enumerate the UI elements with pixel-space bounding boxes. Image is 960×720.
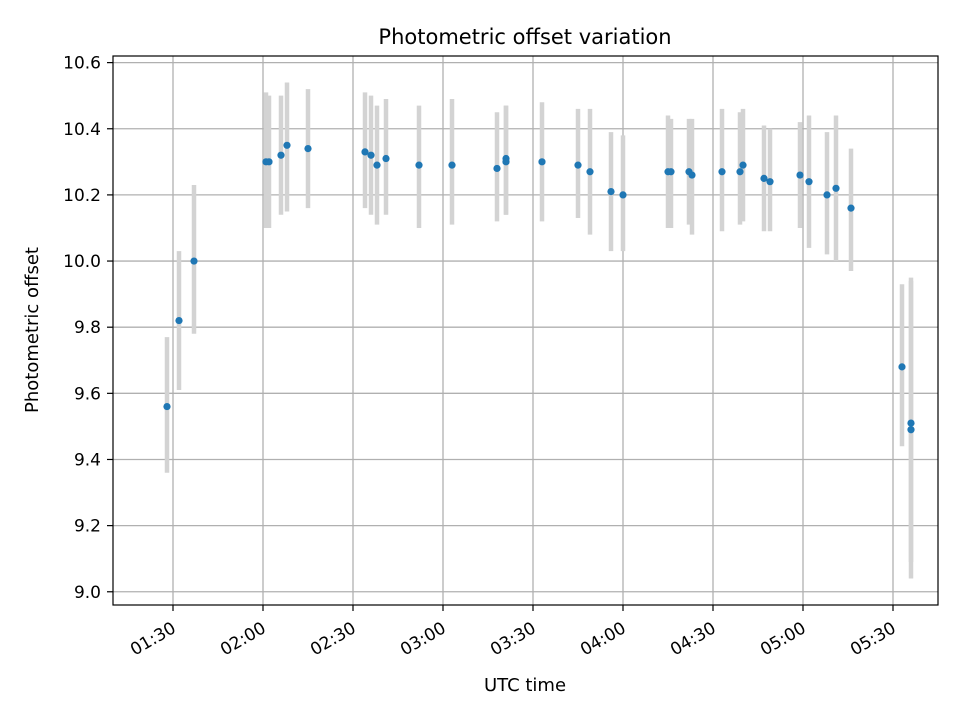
data-point [538, 158, 546, 166]
data-point [907, 419, 915, 427]
x-tick-label: 05:00 [757, 618, 809, 660]
data-point [619, 191, 627, 199]
data-point [805, 178, 813, 186]
data-point [823, 191, 831, 199]
y-tick-label: 9.0 [74, 583, 101, 603]
x-tick-label: 04:00 [577, 618, 629, 660]
data-point [796, 171, 804, 179]
y-tick-label: 10.0 [63, 252, 101, 272]
data-point [718, 168, 726, 176]
x-axis-ticks: 01:30 02:00 02:30 03:00 03:30 04:00 04:30 05:00… [127, 605, 900, 660]
x-tick-label: 01:30 [127, 618, 179, 660]
x-tick-label: 02:30 [307, 618, 359, 660]
y-tick-label: 10.4 [63, 120, 101, 140]
data-point [373, 161, 381, 169]
y-tick-label: 10.6 [63, 54, 101, 74]
data-point [277, 151, 285, 159]
plot-frame [112, 55, 939, 606]
y-tick-label: 10.2 [63, 186, 101, 206]
data-point [847, 204, 855, 212]
data-point [304, 145, 312, 153]
x-axis-label: UTC time [484, 675, 566, 696]
chart-title: Photometric offset variation [378, 25, 671, 49]
data-point [739, 161, 747, 169]
data-point [574, 161, 582, 169]
data-point [367, 151, 375, 159]
data-point [667, 168, 675, 176]
data-point [766, 178, 774, 186]
grid [113, 56, 938, 605]
data-point [190, 257, 198, 265]
y-tick-label: 9.4 [74, 450, 101, 470]
data-point [907, 426, 915, 434]
data-point [382, 154, 390, 163]
data-point [688, 171, 696, 179]
x-tick-label: 03:30 [487, 618, 539, 660]
data-point [175, 316, 183, 325]
y-tick-label: 9.6 [74, 384, 101, 404]
data-point [760, 174, 768, 182]
data-point [607, 187, 615, 196]
data-point [283, 141, 291, 149]
y-tick-label: 9.2 [74, 517, 101, 537]
x-tick-label: 04:30 [667, 618, 719, 660]
data-points [163, 141, 915, 434]
data-point [163, 402, 171, 411]
y-tick-label: 9.8 [74, 318, 101, 338]
data-point [736, 168, 744, 176]
data-point [502, 158, 510, 166]
data-point [832, 184, 840, 192]
data-point [493, 164, 501, 173]
data-point [265, 158, 273, 166]
data-point [898, 363, 906, 371]
data-point [586, 168, 594, 176]
x-tick-label: 03:00 [397, 618, 449, 660]
x-tick-label: 02:00 [217, 618, 269, 660]
data-point [361, 148, 369, 156]
data-point [415, 161, 423, 169]
y-axis-label: Photometric offset [22, 247, 43, 413]
data-point [448, 161, 456, 169]
y-axis-ticks: 9.0 9.2 9.4 9.6 9.8 10.0 10.2 10.4 10.6 [63, 54, 113, 603]
x-tick-label: 05:30 [847, 618, 899, 660]
